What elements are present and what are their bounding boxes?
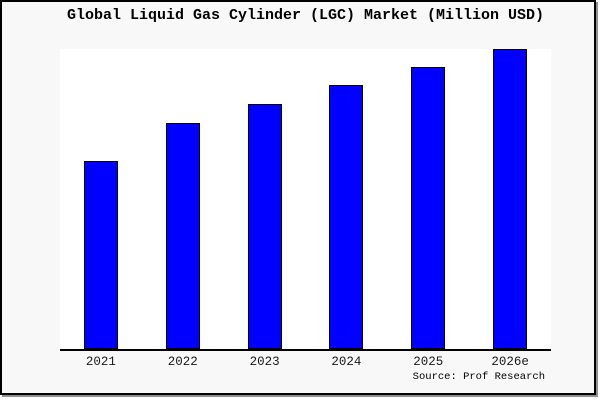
x-tick-label-2021: 2021: [85, 355, 116, 369]
plot-area: [60, 49, 551, 351]
bar-2026e: [493, 49, 528, 349]
chart-title: Global Liquid Gas Cylinder (LGC) Market …: [66, 7, 545, 24]
bar-2023: [247, 104, 282, 349]
x-tick-label-2023: 2023: [249, 355, 280, 369]
bar-2024: [329, 85, 364, 349]
x-tick-label-2022: 2022: [167, 355, 198, 369]
source-credit: Source: Prof Research: [412, 371, 545, 383]
x-tick-label-2026e: 2026e: [491, 355, 529, 369]
bar-2025: [411, 67, 446, 349]
bar-2022: [165, 123, 200, 349]
x-tick-label-2024: 2024: [331, 355, 362, 369]
x-tick-label-2025: 2025: [413, 355, 444, 369]
bar-2021: [83, 161, 118, 349]
